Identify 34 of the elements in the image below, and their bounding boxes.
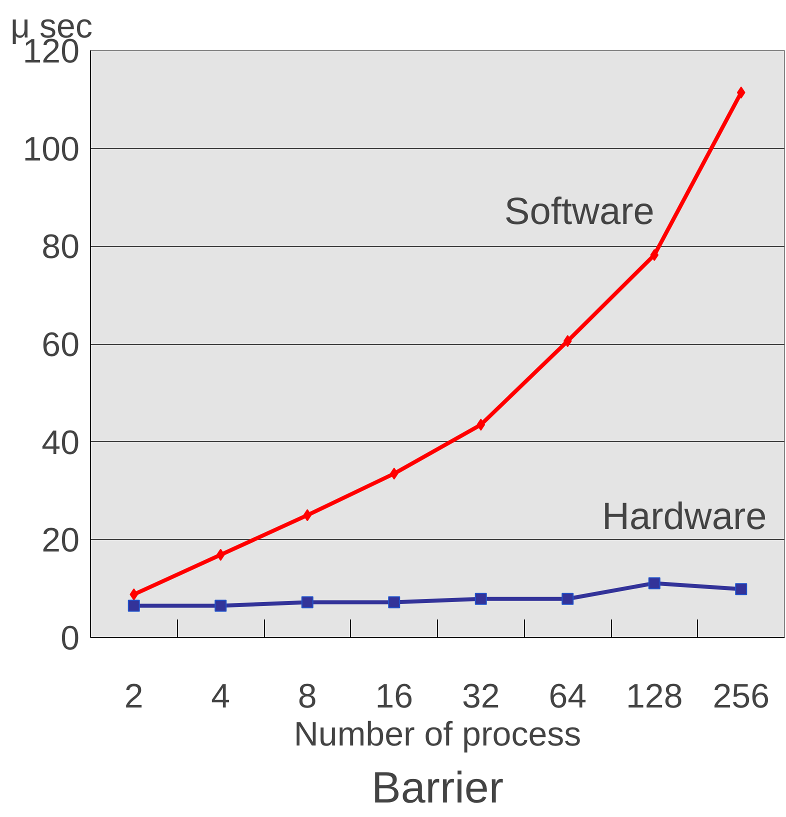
point (388, 596, 400, 608)
y-tick-label: 100 (22, 130, 80, 168)
point (216, 548, 225, 561)
point (562, 592, 574, 605)
text: Barrier (371, 764, 504, 812)
y-tick-label: 0 (60, 620, 80, 658)
series-label: Software (504, 190, 654, 233)
point (128, 600, 140, 612)
point (130, 588, 138, 600)
x-tick-label: 4 (211, 678, 230, 716)
y-tick-label: 80 (42, 228, 80, 266)
y-tick-label: 20 (42, 522, 80, 560)
x-tick-label: 2 (124, 678, 144, 716)
x-tick-label: 32 (462, 678, 500, 716)
point (474, 592, 487, 605)
point (735, 583, 748, 596)
y-tick-label: 40 (42, 424, 80, 462)
point (648, 577, 660, 590)
x-tick-label: 8 (298, 678, 317, 716)
series-label: Hardware (602, 496, 767, 538)
point (563, 335, 572, 348)
point (650, 248, 659, 261)
point (476, 418, 486, 431)
x-axis-title: Number of process (294, 716, 582, 754)
point (390, 468, 398, 480)
point (736, 86, 746, 99)
x-tick-label: 64 (548, 678, 587, 716)
point (301, 596, 314, 608)
x-tick-label: 16 (375, 678, 414, 716)
point (303, 509, 312, 522)
point (214, 600, 227, 612)
y-tick-label: 60 (42, 326, 80, 364)
x-tick-label: 128 (626, 678, 683, 716)
x-tick-label: 256 (712, 678, 770, 716)
